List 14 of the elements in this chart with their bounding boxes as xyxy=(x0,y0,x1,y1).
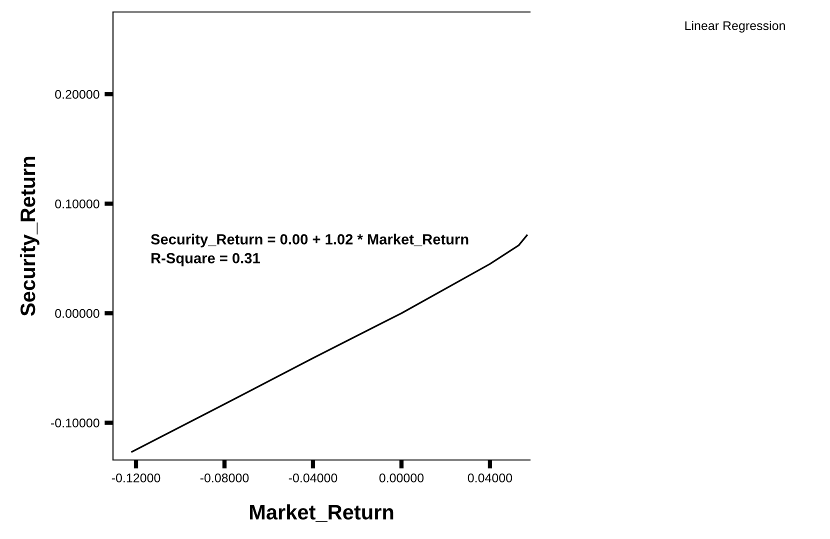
y-axis-title: Security_Return xyxy=(20,156,40,316)
x-tick-label: -0.04000 xyxy=(288,474,338,482)
text: Linear Regression xyxy=(685,20,785,33)
annotation: Security_Return = 0.00 + 1.02 * Market_Return R-Square = 0.31 xyxy=(150,234,468,266)
x-tick-label: -0.08000 xyxy=(200,474,249,482)
y-tick-label: 0.20000 xyxy=(55,90,100,99)
x-tick-label: 0.04000 xyxy=(468,474,512,482)
y-tick-label: 0.10000 xyxy=(55,199,100,208)
x-tick-label: -0.12000 xyxy=(112,474,160,482)
x-axis-title: Market_Return xyxy=(250,504,394,522)
y-tick-label: -0.10000 xyxy=(51,418,100,428)
y-tick-label: 0.00000 xyxy=(55,309,100,318)
x-tick-label: 0.00000 xyxy=(379,474,424,482)
line-series xyxy=(131,234,528,453)
